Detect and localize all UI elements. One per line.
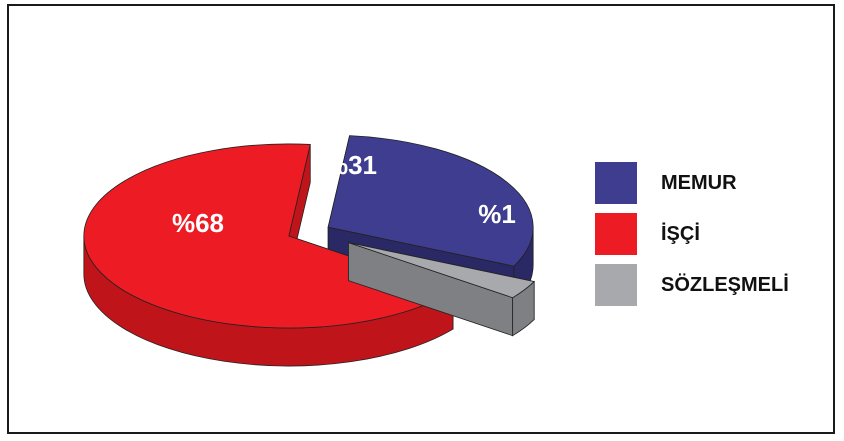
legend-label-memur: MEMUR [661, 172, 737, 194]
legend-item-memur: MEMUR [595, 162, 835, 204]
slice-sozlesmeli [348, 242, 535, 299]
slice-label-isci: %68 [172, 208, 224, 238]
legend-label-isci: İŞÇİ [661, 223, 700, 245]
legend-swatch-sozlesmeli [595, 264, 637, 306]
chart-frame: %31 %68 %1 MEMUR İŞÇİ SÖZLEŞMELİ [7, 4, 835, 434]
legend-item-isci: İŞÇİ [595, 213, 835, 255]
pie-chart: %31 %68 %1 [83, 135, 535, 367]
slice-memur [327, 135, 534, 267]
slice-label-sozlesmeli: %1 [478, 199, 516, 229]
legend-item-sozlesmeli: SÖZLEŞMELİ [595, 264, 835, 306]
legend-swatch-isci [595, 213, 637, 255]
slice-label-memur: %31 [325, 150, 377, 180]
legend-label-sozlesmeli: SÖZLEŞMELİ [661, 274, 789, 296]
pie-labels: %31 %68 %1 [172, 150, 516, 238]
pie-slices [83, 135, 535, 367]
legend-swatch-memur [595, 162, 637, 204]
